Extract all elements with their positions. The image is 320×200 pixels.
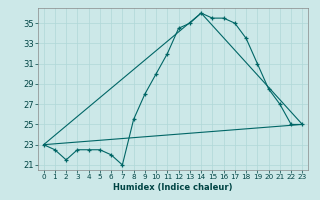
X-axis label: Humidex (Indice chaleur): Humidex (Indice chaleur) [113,183,233,192]
